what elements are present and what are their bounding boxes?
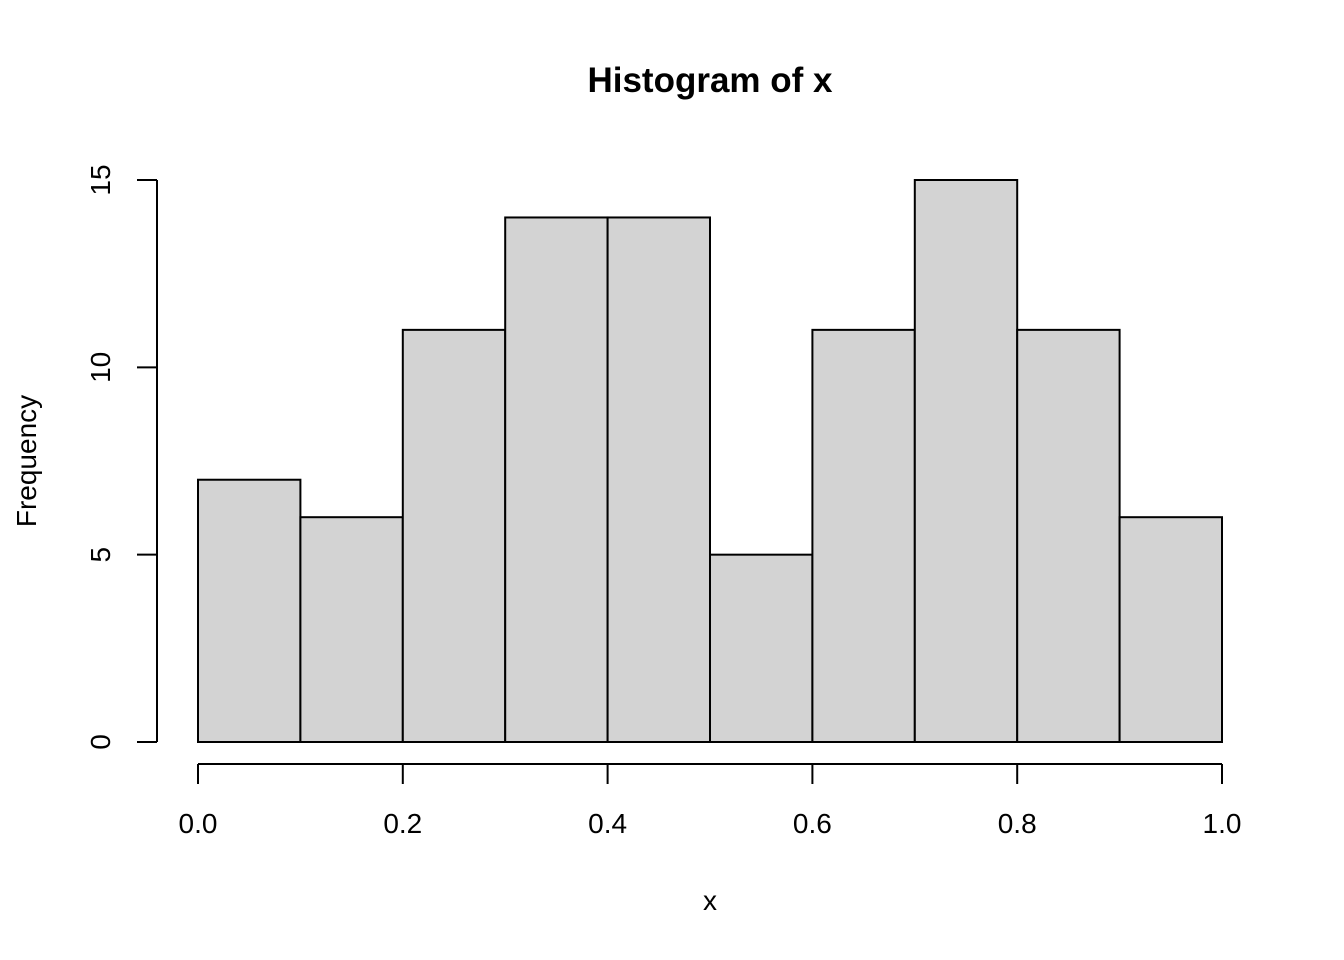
x-tick-label: 0.2 bbox=[383, 808, 422, 839]
histogram-bar-4 bbox=[606, 216, 711, 743]
histogram-bar-0 bbox=[197, 478, 302, 743]
histogram-bar-3 bbox=[504, 216, 609, 743]
histogram-bar-5 bbox=[709, 553, 814, 744]
x-tick-label: 0.8 bbox=[998, 808, 1037, 839]
y-tick-label: 15 bbox=[85, 164, 116, 195]
y-tick-label: 0 bbox=[85, 734, 116, 750]
x-tick-label: 0.4 bbox=[588, 808, 627, 839]
x-tick-label: 0.0 bbox=[179, 808, 218, 839]
bars-group bbox=[197, 179, 1223, 744]
y-tick-label: 10 bbox=[85, 352, 116, 383]
histogram-bar-6 bbox=[811, 328, 916, 743]
y-tick-label: 5 bbox=[85, 547, 116, 563]
x-axis-label: x bbox=[703, 885, 717, 916]
y-axis-label: Frequency bbox=[11, 395, 42, 527]
x-axis: 0.0 0.2 0.4 0.6 0.8 1.0 bbox=[179, 763, 1242, 839]
histogram-bar-7 bbox=[913, 179, 1019, 743]
histogram-bar-2 bbox=[401, 328, 507, 743]
histogram-bar-8 bbox=[1016, 328, 1121, 743]
x-tick-label: 1.0 bbox=[1203, 808, 1242, 839]
chart-title: Histogram of x bbox=[587, 61, 833, 100]
histogram-bar-1 bbox=[299, 516, 404, 744]
x-tick-label: 0.6 bbox=[793, 808, 832, 839]
histogram-bar-9 bbox=[1118, 516, 1223, 744]
y-axis: 0 5 10 15 bbox=[85, 164, 158, 750]
